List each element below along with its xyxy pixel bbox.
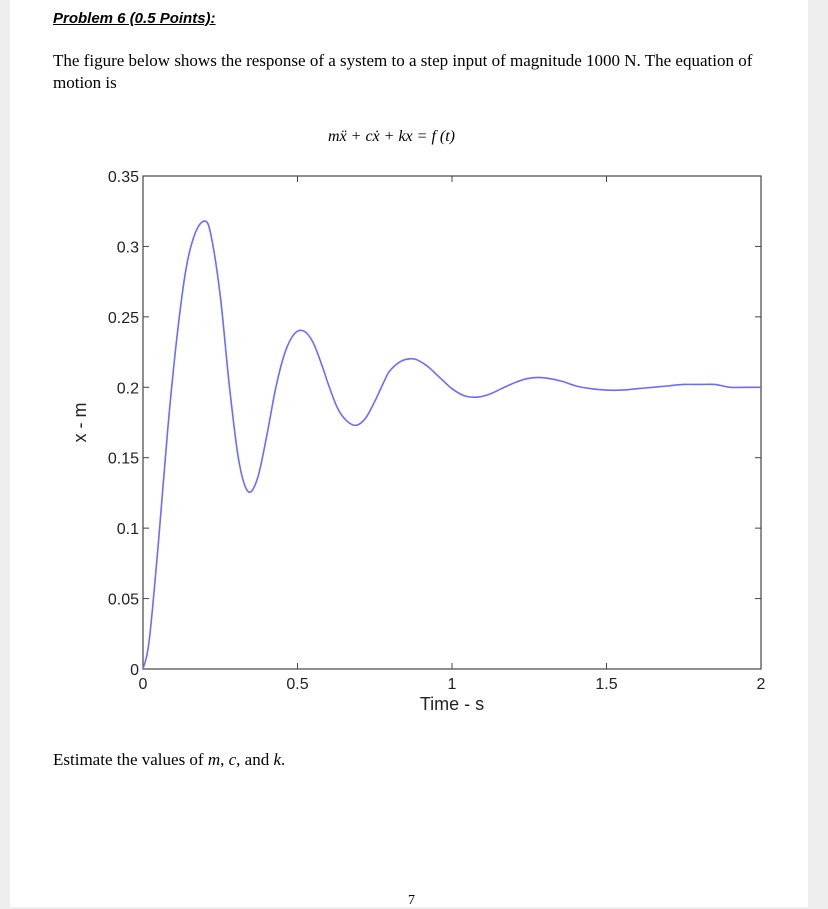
step-response-chart: 0 0.5 1 1.5 2 0 0.05 0.1 0.15 0.2 0.25 0.3 0.35 Time … xyxy=(70,169,766,714)
plot-frame xyxy=(142,175,762,670)
var-c: c xyxy=(228,750,237,769)
question-text: Estimate the values of m, c, and k. xyxy=(53,750,285,770)
y-tick-label: 0.25 xyxy=(108,310,139,327)
x-tick-label: 1 xyxy=(448,676,457,693)
y-tick-label: 0 xyxy=(130,662,139,679)
y-tick-label: 0.05 xyxy=(108,592,139,609)
problem-heading: Problem 6 (0.5 Points): xyxy=(53,10,216,27)
x-axis-label: Time - s xyxy=(420,694,484,714)
var-m: m xyxy=(207,750,221,769)
problem-statement: The figure below shows the response of a… xyxy=(53,51,753,92)
y-tick-label: 0.2 xyxy=(117,380,139,397)
question-suffix: . xyxy=(281,750,286,769)
y-axis-label: x - m xyxy=(70,403,90,443)
question-sep-1: , xyxy=(220,750,229,769)
y-tick-label: 0.3 xyxy=(117,239,139,256)
question-prefix: Estimate the values of xyxy=(53,750,208,769)
response-curve xyxy=(142,220,761,670)
page-number: 7 xyxy=(408,893,415,908)
question-sep-2: , and xyxy=(236,750,274,769)
var-k: k xyxy=(273,750,282,769)
x-tick-label: 0 xyxy=(139,676,148,693)
y-tick-label: 0.1 xyxy=(117,521,139,538)
y-tick-label: 0.35 xyxy=(108,169,139,186)
document-page: Problem 6 (0.5 Points): The figure below… xyxy=(10,0,808,908)
x-tick-label: 0.5 xyxy=(286,676,308,693)
x-tick-label: 1.5 xyxy=(595,676,617,693)
equation-of-motion: mẍ + cẋ + kx = f (t) xyxy=(328,128,455,145)
y-tick-label: 0.15 xyxy=(108,451,139,468)
x-tick-label: 2 xyxy=(757,676,766,693)
